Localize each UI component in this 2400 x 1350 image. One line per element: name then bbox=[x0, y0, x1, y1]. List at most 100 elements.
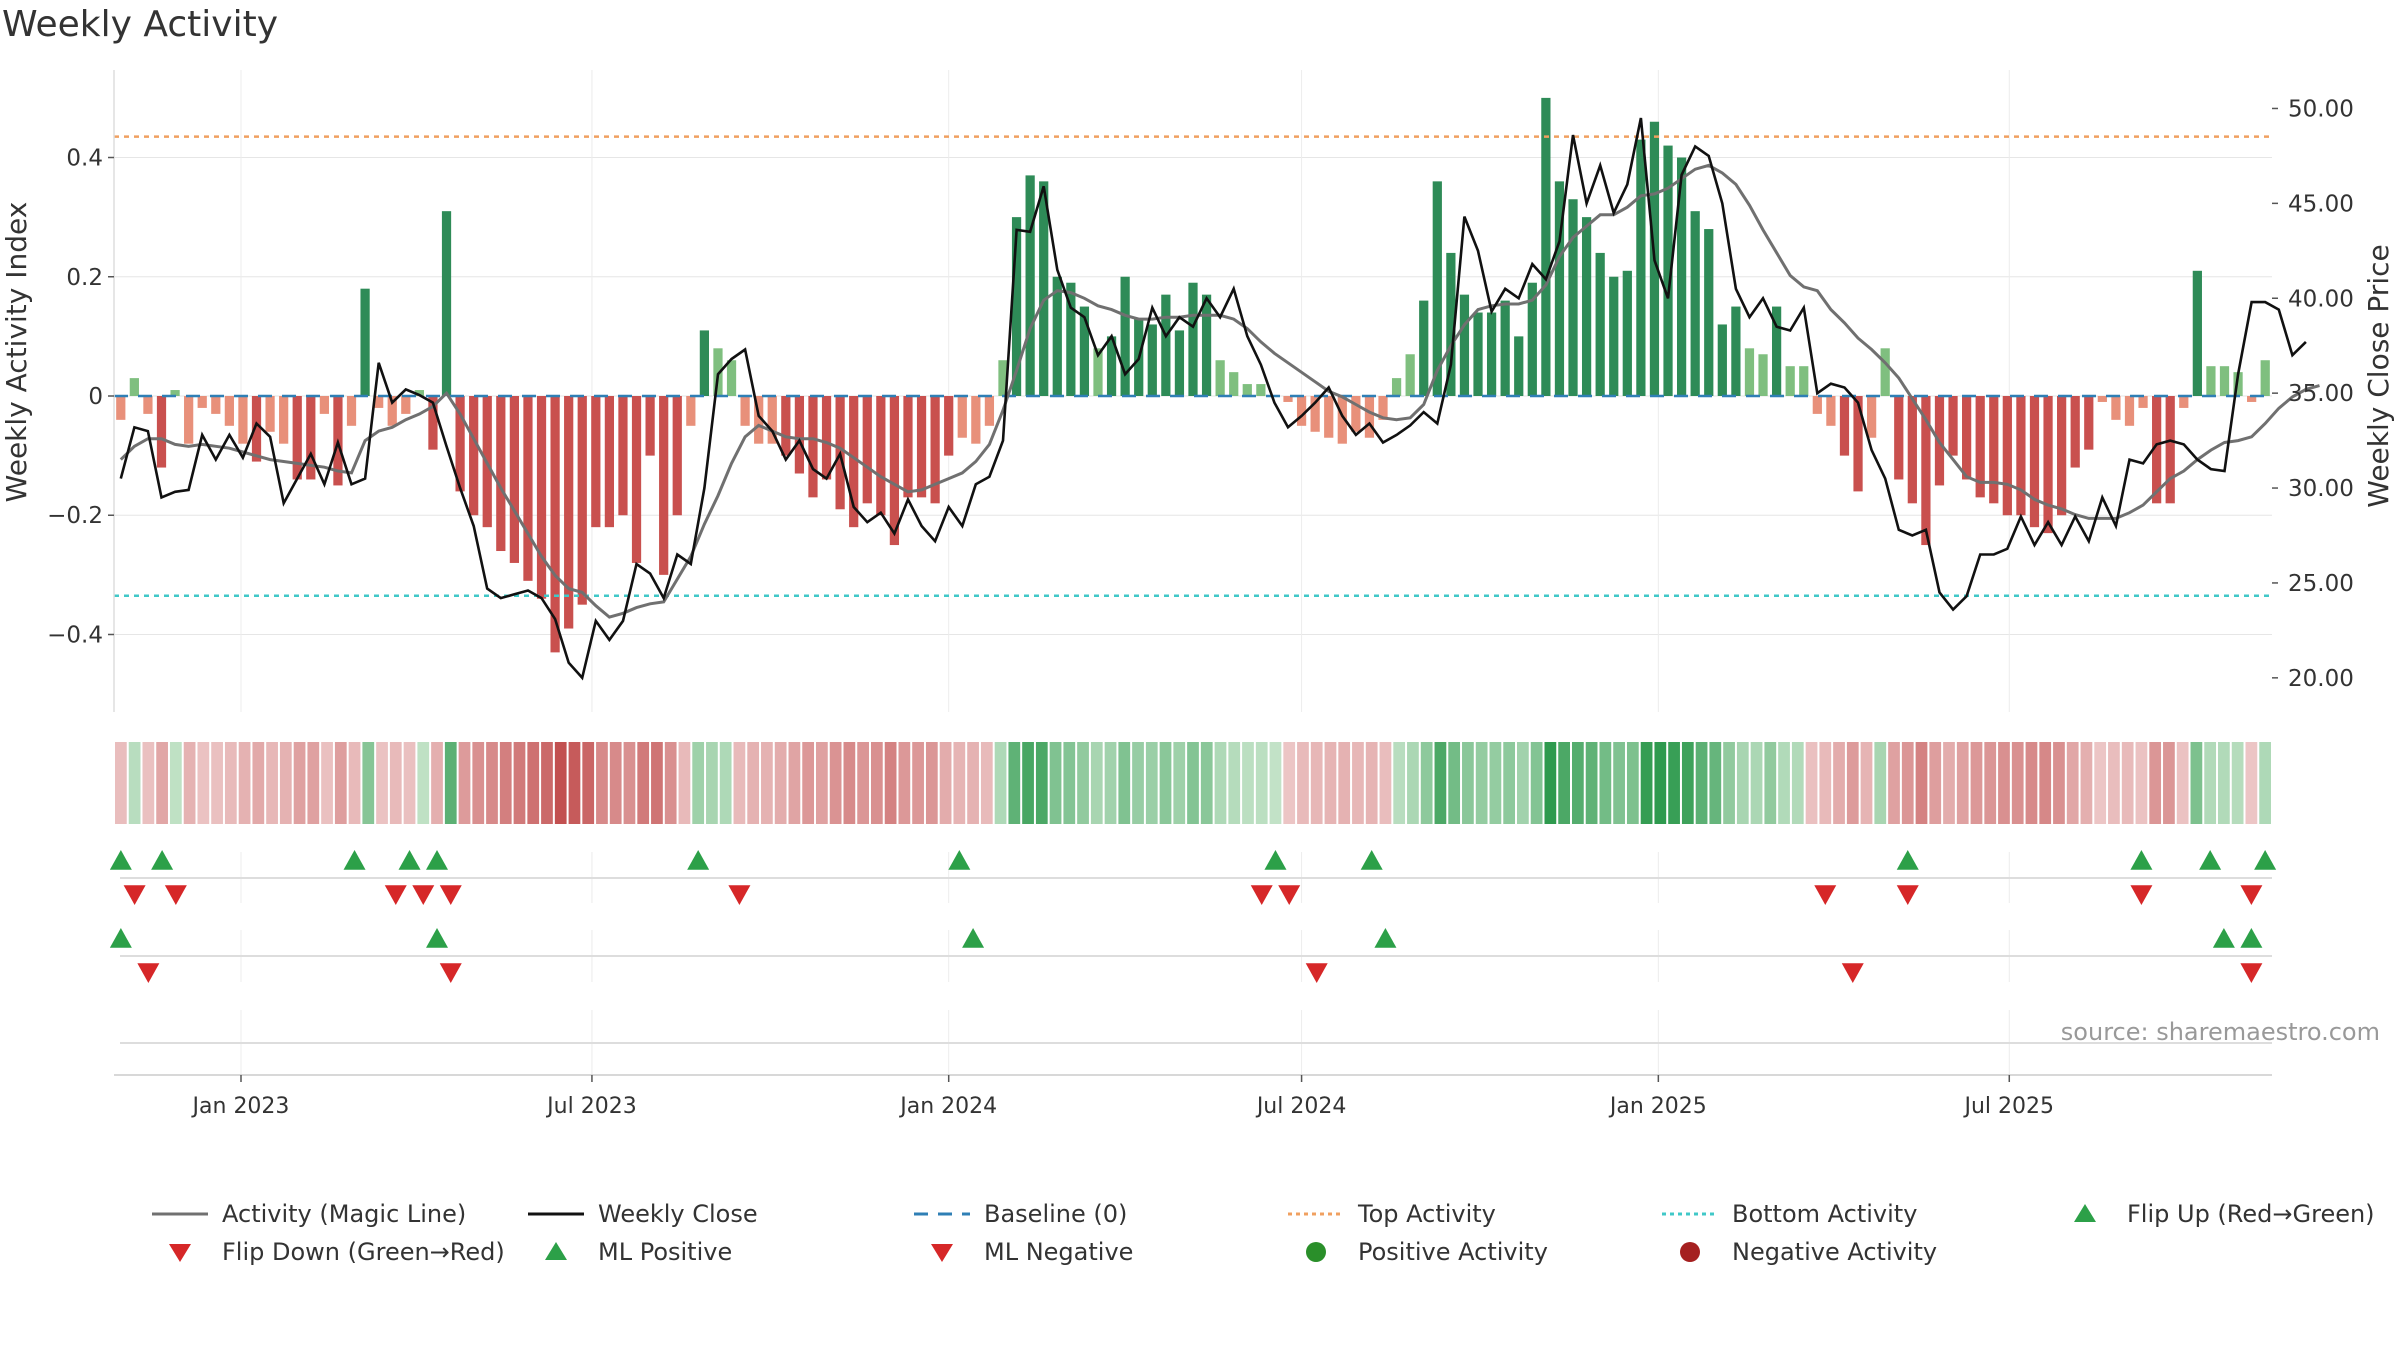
heat-strip-cell bbox=[389, 742, 402, 824]
ml-positive-marker bbox=[109, 928, 132, 948]
lines-layer bbox=[114, 117, 2320, 681]
flip-up-marker bbox=[948, 850, 971, 870]
activity-bar bbox=[1975, 396, 1985, 498]
flip-up-marker bbox=[2254, 850, 2277, 870]
flip-up-marker bbox=[687, 850, 710, 870]
heat-strip-cell bbox=[238, 742, 251, 824]
flip-down-marker bbox=[384, 885, 407, 905]
heat-strip-cell bbox=[761, 742, 773, 824]
heat-strip-cell bbox=[1049, 742, 1062, 824]
heat-strip-cell bbox=[1159, 742, 1172, 824]
activity-bar bbox=[1473, 312, 1483, 396]
heat-strip-cell bbox=[1475, 742, 1488, 824]
heat-strip-cell bbox=[870, 742, 883, 824]
activity-bar bbox=[821, 396, 832, 480]
activity-bar bbox=[1921, 396, 1931, 546]
heat-strip-cell bbox=[1956, 742, 1969, 824]
heat-strip-cell bbox=[2135, 742, 2148, 824]
activity-bar bbox=[2206, 366, 2216, 396]
legend-item: Activity (Magic Line) bbox=[150, 1200, 466, 1228]
heat-strip-cell bbox=[1943, 742, 1955, 824]
activity-bar bbox=[1215, 360, 1225, 396]
green-triangle-up-icon bbox=[2055, 1202, 2115, 1226]
activity-bar bbox=[740, 396, 750, 426]
activity-bar bbox=[713, 348, 723, 396]
activity-bar bbox=[2124, 396, 2135, 426]
ml-positive-marker bbox=[426, 928, 449, 948]
ml-positive-marker bbox=[1374, 928, 1397, 948]
heat-strip-cell bbox=[142, 742, 155, 824]
activity-bar bbox=[1541, 97, 1551, 397]
heat-strip-cell bbox=[747, 742, 760, 824]
heat-strip-cell bbox=[664, 742, 677, 824]
heat-strip-cell bbox=[596, 742, 608, 824]
heat-strip-cell bbox=[1214, 742, 1227, 824]
activity-bar bbox=[509, 396, 519, 563]
heat-strip-cell bbox=[843, 742, 856, 824]
activity-bar bbox=[2043, 396, 2053, 534]
heat-strip-cell bbox=[376, 742, 388, 824]
activity-bar bbox=[1690, 211, 1700, 396]
flip-down-marker bbox=[164, 885, 187, 905]
heat-strip-cell bbox=[1764, 742, 1777, 824]
activity-bar bbox=[726, 360, 737, 396]
activity-bar bbox=[1419, 300, 1429, 396]
heat-strip-cell bbox=[2259, 742, 2271, 824]
heat-strip-cell bbox=[334, 742, 347, 824]
heat-strip-cell bbox=[1462, 742, 1474, 824]
y-right-tick-label: 35.00 bbox=[2288, 381, 2354, 407]
chart-legend: Activity (Magic Line) Weekly Close Baselin… bbox=[150, 1200, 2400, 1280]
legend-item: Top Activity bbox=[1286, 1200, 1496, 1228]
activity-bar bbox=[156, 396, 167, 468]
activity-bar bbox=[998, 360, 1008, 396]
flip-up-marker bbox=[1896, 850, 1919, 870]
heat-strip-cell bbox=[197, 742, 210, 824]
activity-bar bbox=[401, 396, 411, 414]
activity-bar bbox=[1486, 312, 1497, 396]
legend-item: Negative Activity bbox=[1660, 1238, 1937, 1266]
axes-layer: −0.4 −0.2 0 0.2 0.4 20.00 25.00 30.00 35.00 40.00… bbox=[0, 70, 2395, 1119]
ml-negative-marker bbox=[137, 963, 160, 983]
heat-strip-cell bbox=[156, 742, 168, 824]
activity-bar bbox=[1351, 396, 1361, 432]
activity-bar bbox=[1731, 306, 1741, 396]
flip-down-marker bbox=[1278, 885, 1301, 905]
heat-strip-cell bbox=[362, 742, 375, 824]
legend-label: Top Activity bbox=[1358, 1200, 1496, 1228]
heat-strip-cell bbox=[1393, 742, 1406, 824]
y-right-tick-label: 45.00 bbox=[2288, 191, 2354, 217]
heat-strip-cell bbox=[499, 742, 512, 824]
activity-bar bbox=[2070, 396, 2080, 468]
heat-strip-cell bbox=[967, 742, 979, 824]
heat-strip-cell bbox=[925, 742, 938, 824]
heat-strip-cell bbox=[211, 742, 223, 824]
y-left-tick-label: 0.4 bbox=[66, 146, 103, 172]
heat-strip-cell bbox=[1187, 742, 1199, 824]
legend-label: Flip Up (Red→Green) bbox=[2127, 1200, 2375, 1228]
activity-bar bbox=[944, 396, 954, 456]
heat-strip-cell bbox=[486, 742, 498, 824]
heat-strip-cell bbox=[2231, 742, 2244, 824]
activity-bar bbox=[2260, 360, 2270, 396]
x-tick-label: Jul 2025 bbox=[1963, 1094, 2055, 1119]
activity-bar bbox=[251, 396, 262, 462]
activity-bar bbox=[2247, 396, 2257, 402]
heat-strip-cell bbox=[1888, 742, 1900, 824]
y-left-tick-label: −0.4 bbox=[47, 622, 103, 648]
activity-bars bbox=[116, 97, 2270, 653]
activity-bar bbox=[1853, 396, 1863, 492]
activity-bar bbox=[1364, 396, 1375, 438]
black-line-icon bbox=[526, 1202, 586, 1226]
gray-line-icon bbox=[150, 1202, 210, 1226]
heat-strip-cell bbox=[1228, 742, 1241, 824]
legend-label: Activity (Magic Line) bbox=[222, 1200, 467, 1228]
heat-strip-cell bbox=[252, 742, 265, 824]
signal-markers bbox=[109, 850, 2277, 1044]
heat-strip-cell bbox=[554, 742, 567, 824]
activity-bar bbox=[1256, 384, 1266, 396]
activity-bar bbox=[455, 396, 465, 492]
y-right-tick-label: 40.00 bbox=[2288, 286, 2354, 312]
activity-bar bbox=[659, 396, 669, 575]
heat-strip-cell bbox=[733, 742, 746, 824]
heat-strip-cell bbox=[1090, 742, 1103, 824]
